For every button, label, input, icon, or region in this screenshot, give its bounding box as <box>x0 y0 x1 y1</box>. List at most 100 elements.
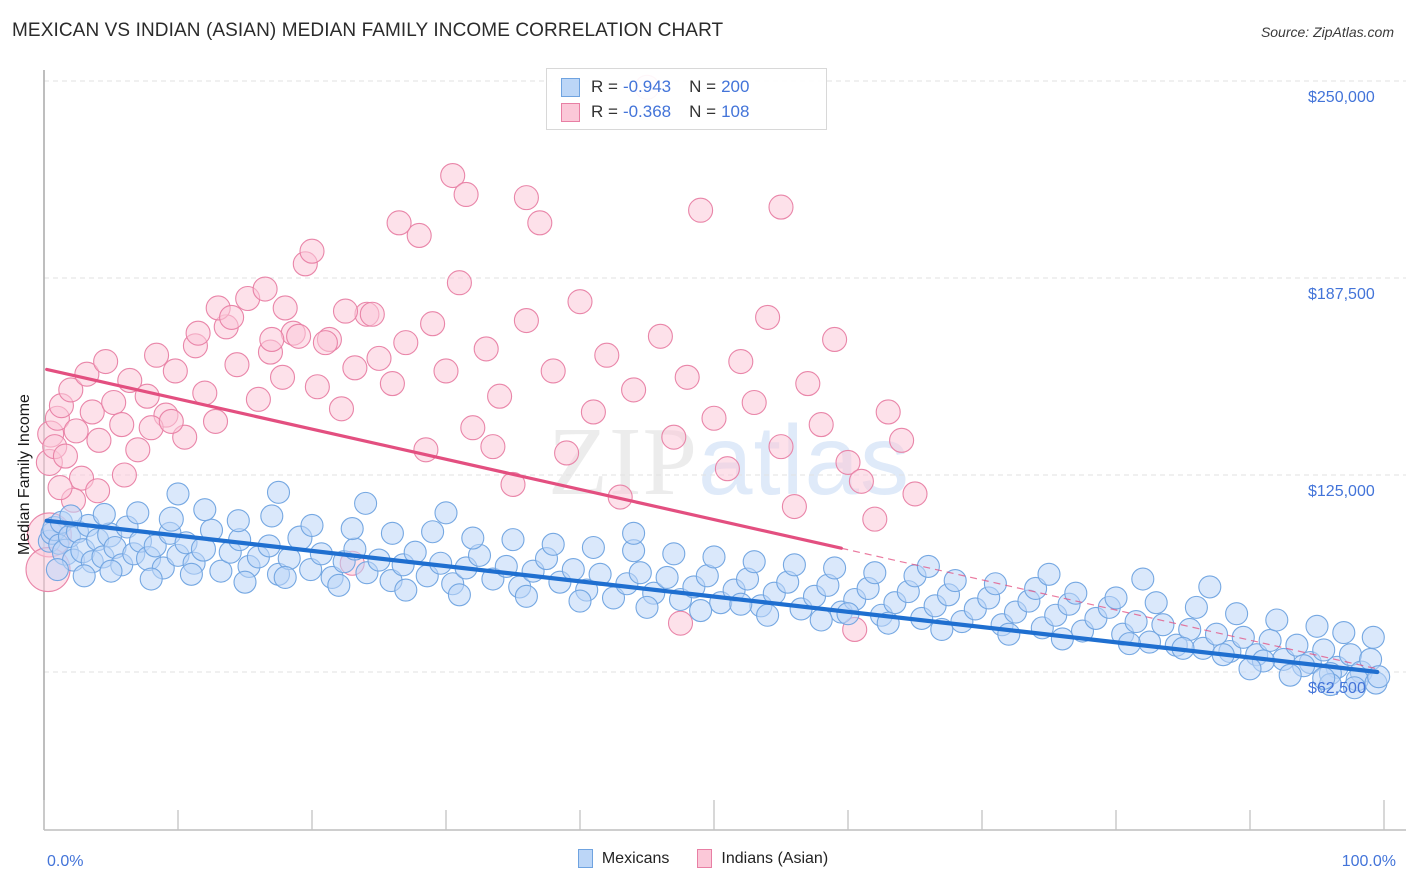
scatter-point <box>92 502 116 526</box>
scatter-point <box>379 371 405 397</box>
scatter-point <box>1258 628 1282 653</box>
scatter-point <box>193 498 217 522</box>
r-value-indians: -0.368 <box>622 102 672 121</box>
scatter-point <box>312 330 338 356</box>
scatter-point <box>299 238 325 264</box>
scatter-point <box>822 326 848 353</box>
scatter-point <box>440 163 466 189</box>
scatter-series-indians <box>25 74 928 643</box>
scatter-point <box>1204 622 1229 646</box>
r-value-mexicans: -0.943 <box>622 77 672 96</box>
scatter-point <box>1225 602 1249 626</box>
scatter-point <box>1064 581 1088 605</box>
scatter-point <box>702 545 726 569</box>
scatter-point <box>1144 591 1168 615</box>
scatter-point <box>327 573 351 597</box>
scatter-point <box>380 521 404 545</box>
scatter-point <box>139 567 163 591</box>
scatter-point <box>662 542 686 566</box>
scatter-point <box>916 554 940 578</box>
y-tick-label-125000: $125,000 <box>1308 483 1375 500</box>
stats-legend-row-indians: R = -0.368 N = 108 <box>561 100 749 124</box>
scatter-point <box>300 513 324 537</box>
scatter-point <box>1124 610 1148 634</box>
x-tick-label-max: 100.0% <box>1341 853 1396 870</box>
x-tick-label-min: 0.0% <box>47 853 84 870</box>
trendline-mexicans <box>44 518 1380 675</box>
scatter-point <box>667 610 694 636</box>
scatter-point <box>134 383 160 409</box>
scatter-point <box>729 592 753 616</box>
n-value-indians: 108 <box>721 102 750 121</box>
scatter-point <box>688 197 714 223</box>
scatter-point <box>756 603 780 627</box>
legend-swatch-mexicans-icon <box>561 77 580 97</box>
scatter-point <box>1151 613 1175 637</box>
scatter-point <box>126 501 150 525</box>
scatter-point <box>233 570 257 594</box>
scatter-point <box>460 415 486 441</box>
scatter-point <box>622 521 646 545</box>
scatter-point <box>85 478 111 504</box>
scatter-point <box>742 550 766 574</box>
y-tick-label-187500: $187,500 <box>1308 286 1375 303</box>
scatter-point <box>269 364 296 390</box>
scatter-point <box>219 304 245 330</box>
scatter-point <box>594 342 620 368</box>
scatter-point <box>72 564 96 588</box>
scatter-point <box>453 181 479 208</box>
scatter-point <box>1184 595 1208 619</box>
scatter-point <box>1361 625 1385 649</box>
scatter-point <box>501 528 525 552</box>
scatter-point <box>332 298 359 324</box>
scatter-point <box>166 482 190 506</box>
scatter-point <box>768 194 794 220</box>
scatter-point <box>461 526 485 550</box>
scatter-point <box>621 377 647 403</box>
scatter-point <box>701 405 727 431</box>
trendline-indians-solid <box>45 367 843 550</box>
scatter-point <box>259 326 285 353</box>
scatter-point <box>109 412 135 438</box>
scatter-point <box>1342 676 1367 700</box>
scatter-point <box>1285 633 1309 657</box>
scatter-point <box>1367 665 1391 689</box>
scatter-point <box>689 598 713 623</box>
scatter-point <box>162 358 188 384</box>
scatter-point <box>366 345 392 371</box>
n-value-mexicans: 200 <box>721 77 750 96</box>
n-label-mexicans: N = <box>689 77 717 96</box>
scatter-point <box>848 468 874 494</box>
scatter-point <box>580 399 606 425</box>
scatter-point <box>93 348 119 375</box>
scatter-point <box>795 371 821 397</box>
y-tick-label-62500: $62,500 <box>1308 680 1366 697</box>
scatter-point <box>272 295 298 321</box>
scatter-point <box>554 440 580 466</box>
scatter-point <box>342 355 368 381</box>
scatter-point <box>808 412 834 438</box>
scatter-point <box>781 493 807 520</box>
scatter-point <box>540 358 566 384</box>
scatter-point <box>158 506 184 532</box>
scatter-point <box>433 358 459 384</box>
scatter-point <box>1231 625 1255 649</box>
scatter-point <box>983 572 1007 596</box>
scatter-point <box>266 480 291 504</box>
scatter-point <box>179 562 203 586</box>
scatter-point <box>273 565 297 589</box>
scatter-point <box>434 501 458 525</box>
scatter-point <box>513 185 539 211</box>
scatter-point <box>1198 575 1222 599</box>
scatter-point <box>835 449 861 475</box>
scatter-series-mexicans <box>37 480 1391 700</box>
scatter-point <box>446 270 472 296</box>
scatter-point <box>513 307 539 334</box>
scatter-point <box>420 311 446 337</box>
scatter-point <box>1305 614 1329 638</box>
scatter-point <box>185 320 211 346</box>
scatter-point <box>125 437 151 463</box>
y-axis-label-text: Median Family Income <box>16 394 33 555</box>
